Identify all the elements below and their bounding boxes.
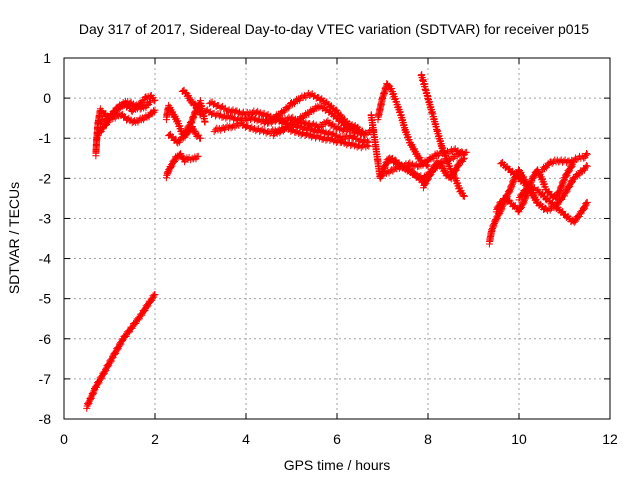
x-tick-label: 6 xyxy=(333,431,341,447)
x-axis-label: GPS time / hours xyxy=(284,457,391,473)
chart-title: Day 317 of 2017, Sidereal Day-to-day VTE… xyxy=(79,21,589,37)
y-tick-label: -1 xyxy=(39,130,52,146)
data-point xyxy=(582,200,590,208)
data-point xyxy=(583,162,591,170)
data-point xyxy=(150,97,158,105)
data-point xyxy=(582,149,590,157)
x-tick-labels: 0 2 4 6 8 10 12 xyxy=(60,431,618,447)
series-arc-r xyxy=(419,154,468,192)
data-point xyxy=(195,131,203,139)
axis-ticks xyxy=(63,57,611,420)
data-point xyxy=(151,291,159,299)
data-point xyxy=(460,192,468,200)
y-tick-label: 1 xyxy=(43,50,51,66)
data-point xyxy=(201,118,209,126)
data-point xyxy=(149,107,157,115)
data-point xyxy=(362,143,370,151)
data-point xyxy=(582,162,590,170)
data-point xyxy=(583,198,591,206)
data-point xyxy=(359,142,367,150)
y-tick-label: -2 xyxy=(39,170,52,186)
data-points xyxy=(83,71,591,412)
data-point xyxy=(194,152,202,160)
data-point xyxy=(193,153,201,161)
data-point xyxy=(341,120,349,128)
data-point xyxy=(151,106,159,114)
series-arc-n xyxy=(374,80,432,170)
y-axis-label: SDTVAR / TECUs xyxy=(6,182,22,294)
series-arc-e xyxy=(162,150,202,182)
x-tick-label: 2 xyxy=(151,431,159,447)
data-point xyxy=(460,192,468,200)
series-arc-v xyxy=(515,162,591,215)
data-point xyxy=(197,110,204,118)
series-arc-k xyxy=(260,89,359,132)
data-point xyxy=(365,142,373,150)
data-point xyxy=(463,148,471,156)
x-tick-label: 10 xyxy=(511,431,527,447)
data-point xyxy=(151,96,159,104)
data-point xyxy=(196,111,204,119)
data-point xyxy=(359,128,367,136)
series-arc-w xyxy=(538,149,591,176)
data-point xyxy=(117,101,125,109)
series-arc-c xyxy=(96,97,154,128)
y-tick-label: -5 xyxy=(39,291,52,307)
x-tick-label: 0 xyxy=(60,431,68,447)
y-tick-label: -4 xyxy=(39,251,52,267)
data-point xyxy=(146,98,154,106)
data-point xyxy=(350,123,358,131)
y-tick-label: -3 xyxy=(39,210,52,226)
series-arc-g xyxy=(178,86,204,119)
y-tick-labels: 1 0 -1 -2 -3 -4 -5 -6 -7 -8 xyxy=(39,50,52,427)
series-arc-u xyxy=(497,158,591,226)
y-tick-label: -7 xyxy=(39,371,52,387)
data-point xyxy=(460,154,468,162)
data-point xyxy=(360,130,368,138)
data-point xyxy=(459,155,467,163)
series-arc-l xyxy=(269,102,368,140)
data-point xyxy=(363,142,371,150)
series-arc-f xyxy=(165,122,204,147)
x-tick-label: 12 xyxy=(602,431,618,447)
x-tick-label: 4 xyxy=(242,431,250,447)
y-tick-label: 0 xyxy=(43,90,51,106)
y-tick-label: -6 xyxy=(39,331,52,347)
data-point xyxy=(187,156,195,164)
series-descending-arc-early xyxy=(83,291,159,412)
data-point xyxy=(357,144,365,152)
data-point xyxy=(583,150,591,158)
y-tick-label: -8 xyxy=(39,411,52,427)
x-tick-label: 8 xyxy=(424,431,432,447)
series-arc-q xyxy=(417,71,468,200)
data-point xyxy=(197,134,204,142)
